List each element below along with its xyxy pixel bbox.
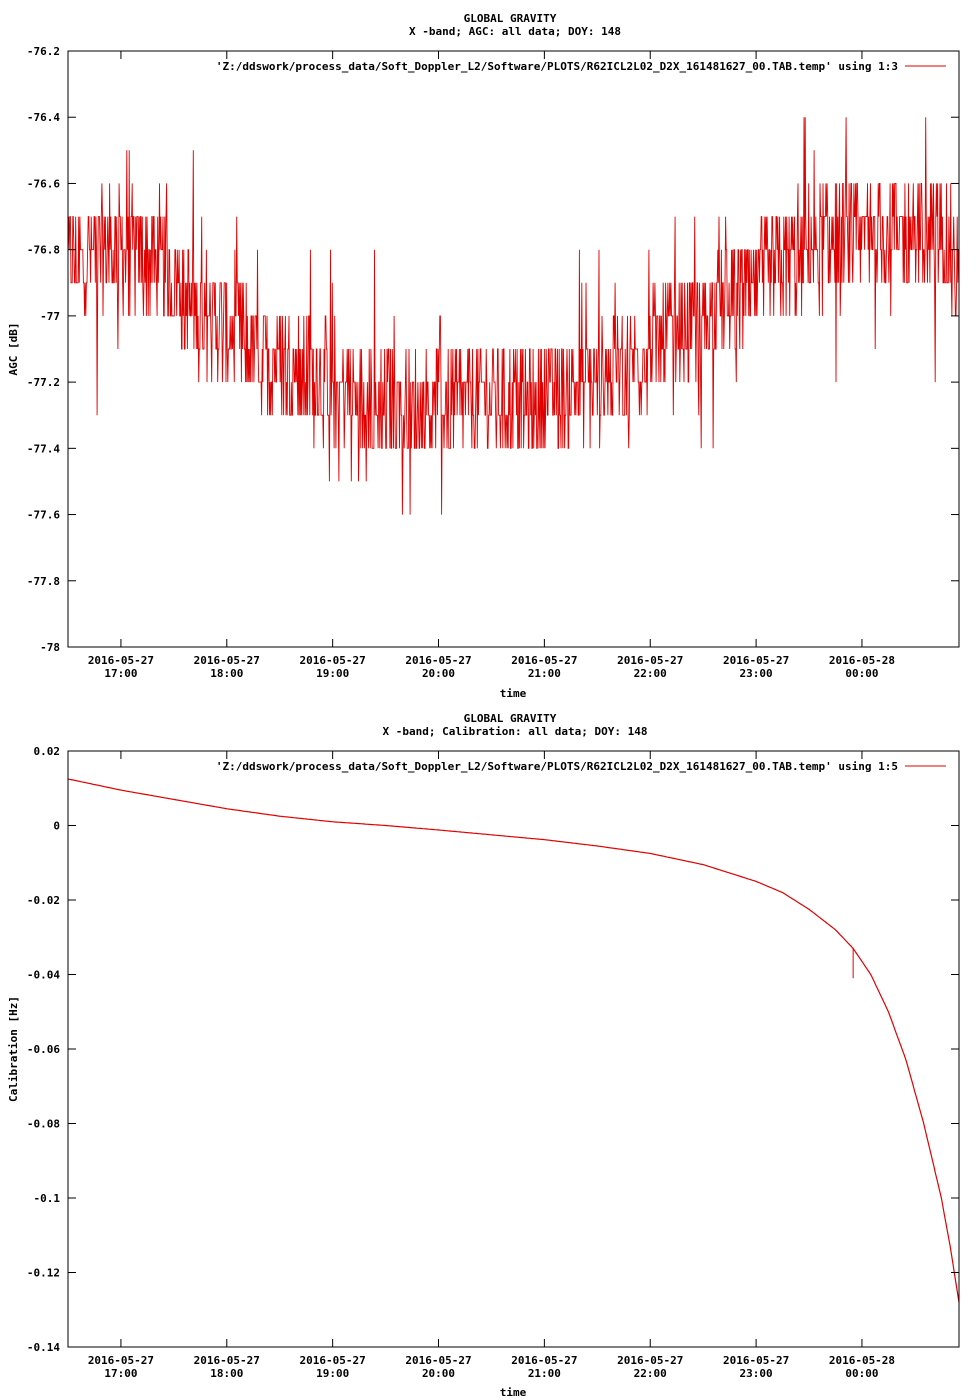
legend-label: 'Z:/ddswork/process_data/Soft_Doppler_L2…: [216, 760, 898, 773]
y-tick-label: -76.6: [27, 177, 60, 190]
plot-border: [67, 750, 960, 1348]
x-tick-label-date: 2016-05-27: [194, 654, 260, 667]
y-tick-label: -76.2: [27, 45, 60, 58]
y-tick-label: -0.02: [27, 894, 60, 907]
y-tick-label: -76.8: [27, 244, 60, 257]
y-tick-label: -78: [40, 641, 60, 654]
data-layer: [67, 117, 959, 515]
y-tick-label: -77: [40, 310, 60, 323]
x-tick-label-date: 2016-05-27: [300, 654, 366, 667]
series-line: [67, 117, 959, 515]
y-tick-label: -77.4: [27, 442, 60, 455]
series-line: [67, 778, 960, 1303]
legend-label: 'Z:/ddswork/process_data/Soft_Doppler_L2…: [216, 60, 898, 73]
calibration-panel: GLOBAL GRAVITY X -band; Calibration: all…: [7, 712, 960, 1399]
x-tick-label-date: 2016-05-27: [617, 1354, 683, 1367]
x-tick-label-time: 17:00: [104, 1367, 137, 1380]
x-tick-label-time: 20:00: [422, 1367, 455, 1380]
chart-subtitle: X -band; Calibration: all data; DOY: 148: [383, 725, 648, 738]
x-tick-label-time: 17:00: [104, 667, 137, 680]
x-tick-label-date: 2016-05-27: [617, 654, 683, 667]
x-tick-label-date: 2016-05-28: [829, 654, 895, 667]
y-tick-label: -0.06: [27, 1043, 60, 1056]
y-tick-label: -76.4: [27, 111, 60, 124]
x-axis-label: time: [500, 1386, 527, 1399]
y-tick-label: -0.1: [34, 1192, 61, 1205]
chart-title: GLOBAL GRAVITY: [464, 712, 557, 725]
x-tick-label-date: 2016-05-27: [405, 1354, 471, 1367]
y-tick-label: -0.12: [27, 1267, 60, 1280]
y-tick-label: -77.2: [27, 376, 60, 389]
x-tick-label-time: 19:00: [316, 1367, 349, 1380]
x-tick-label-time: 23:00: [740, 667, 773, 680]
x-tick-label-time: 22:00: [634, 667, 667, 680]
x-tick-label-time: 22:00: [634, 1367, 667, 1380]
x-tick-label-time: 21:00: [528, 1367, 561, 1380]
x-axis-label: time: [500, 687, 527, 700]
y-tick-label: 0.02: [34, 745, 61, 758]
y-tick-label: -0.08: [27, 1118, 60, 1131]
x-tick-label-time: 23:00: [740, 1367, 773, 1380]
x-tick-label-time: 21:00: [528, 667, 561, 680]
x-tick-label-time: 00:00: [845, 667, 878, 680]
x-tick-label-time: 00:00: [845, 1367, 878, 1380]
plot-border: [67, 50, 960, 648]
x-tick-label-date: 2016-05-27: [300, 1354, 366, 1367]
x-tick-label-date: 2016-05-27: [723, 654, 789, 667]
x-tick-label-date: 2016-05-27: [511, 1354, 577, 1367]
y-tick-label: -0.14: [27, 1341, 60, 1354]
chart-subtitle: X -band; AGC: all data; DOY: 148: [409, 25, 621, 38]
y-tick-label: -77.6: [27, 509, 60, 522]
y-axis-label: AGC [dB]: [7, 323, 20, 376]
y-axis-label: Calibration [Hz]: [7, 996, 20, 1102]
agc-panel: GLOBAL GRAVITY X -band; AGC: all data; D…: [7, 12, 960, 700]
x-tick-label-date: 2016-05-27: [88, 654, 154, 667]
x-tick-label-time: 18:00: [210, 1367, 243, 1380]
x-tick-label-time: 19:00: [316, 667, 349, 680]
x-tick-label-date: 2016-05-27: [88, 1354, 154, 1367]
x-tick-label-time: 20:00: [422, 667, 455, 680]
y-tick-label: -0.04: [27, 969, 60, 982]
x-tick-label-date: 2016-05-27: [511, 654, 577, 667]
x-tick-label-date: 2016-05-27: [405, 654, 471, 667]
tick-layer: 0.02 0 -0.02 -0.04 -0.06 -0.08 -0.1 -0.12 -0.14 2…: [27, 745, 959, 1380]
y-tick-label: 0: [53, 820, 60, 833]
x-tick-label-date: 2016-05-28: [829, 1354, 895, 1367]
tick-layer: -76.2 -76.4 -76.6 -76.8 -77 -77.2 -77.4 -77.6 -7…: [27, 45, 959, 680]
x-tick-label-time: 18:00: [210, 667, 243, 680]
chart-title: GLOBAL GRAVITY: [464, 12, 557, 25]
y-tick-label: -77.8: [27, 575, 60, 588]
data-layer: [67, 778, 960, 1303]
x-tick-label-date: 2016-05-27: [194, 1354, 260, 1367]
x-tick-label-date: 2016-05-27: [723, 1354, 789, 1367]
